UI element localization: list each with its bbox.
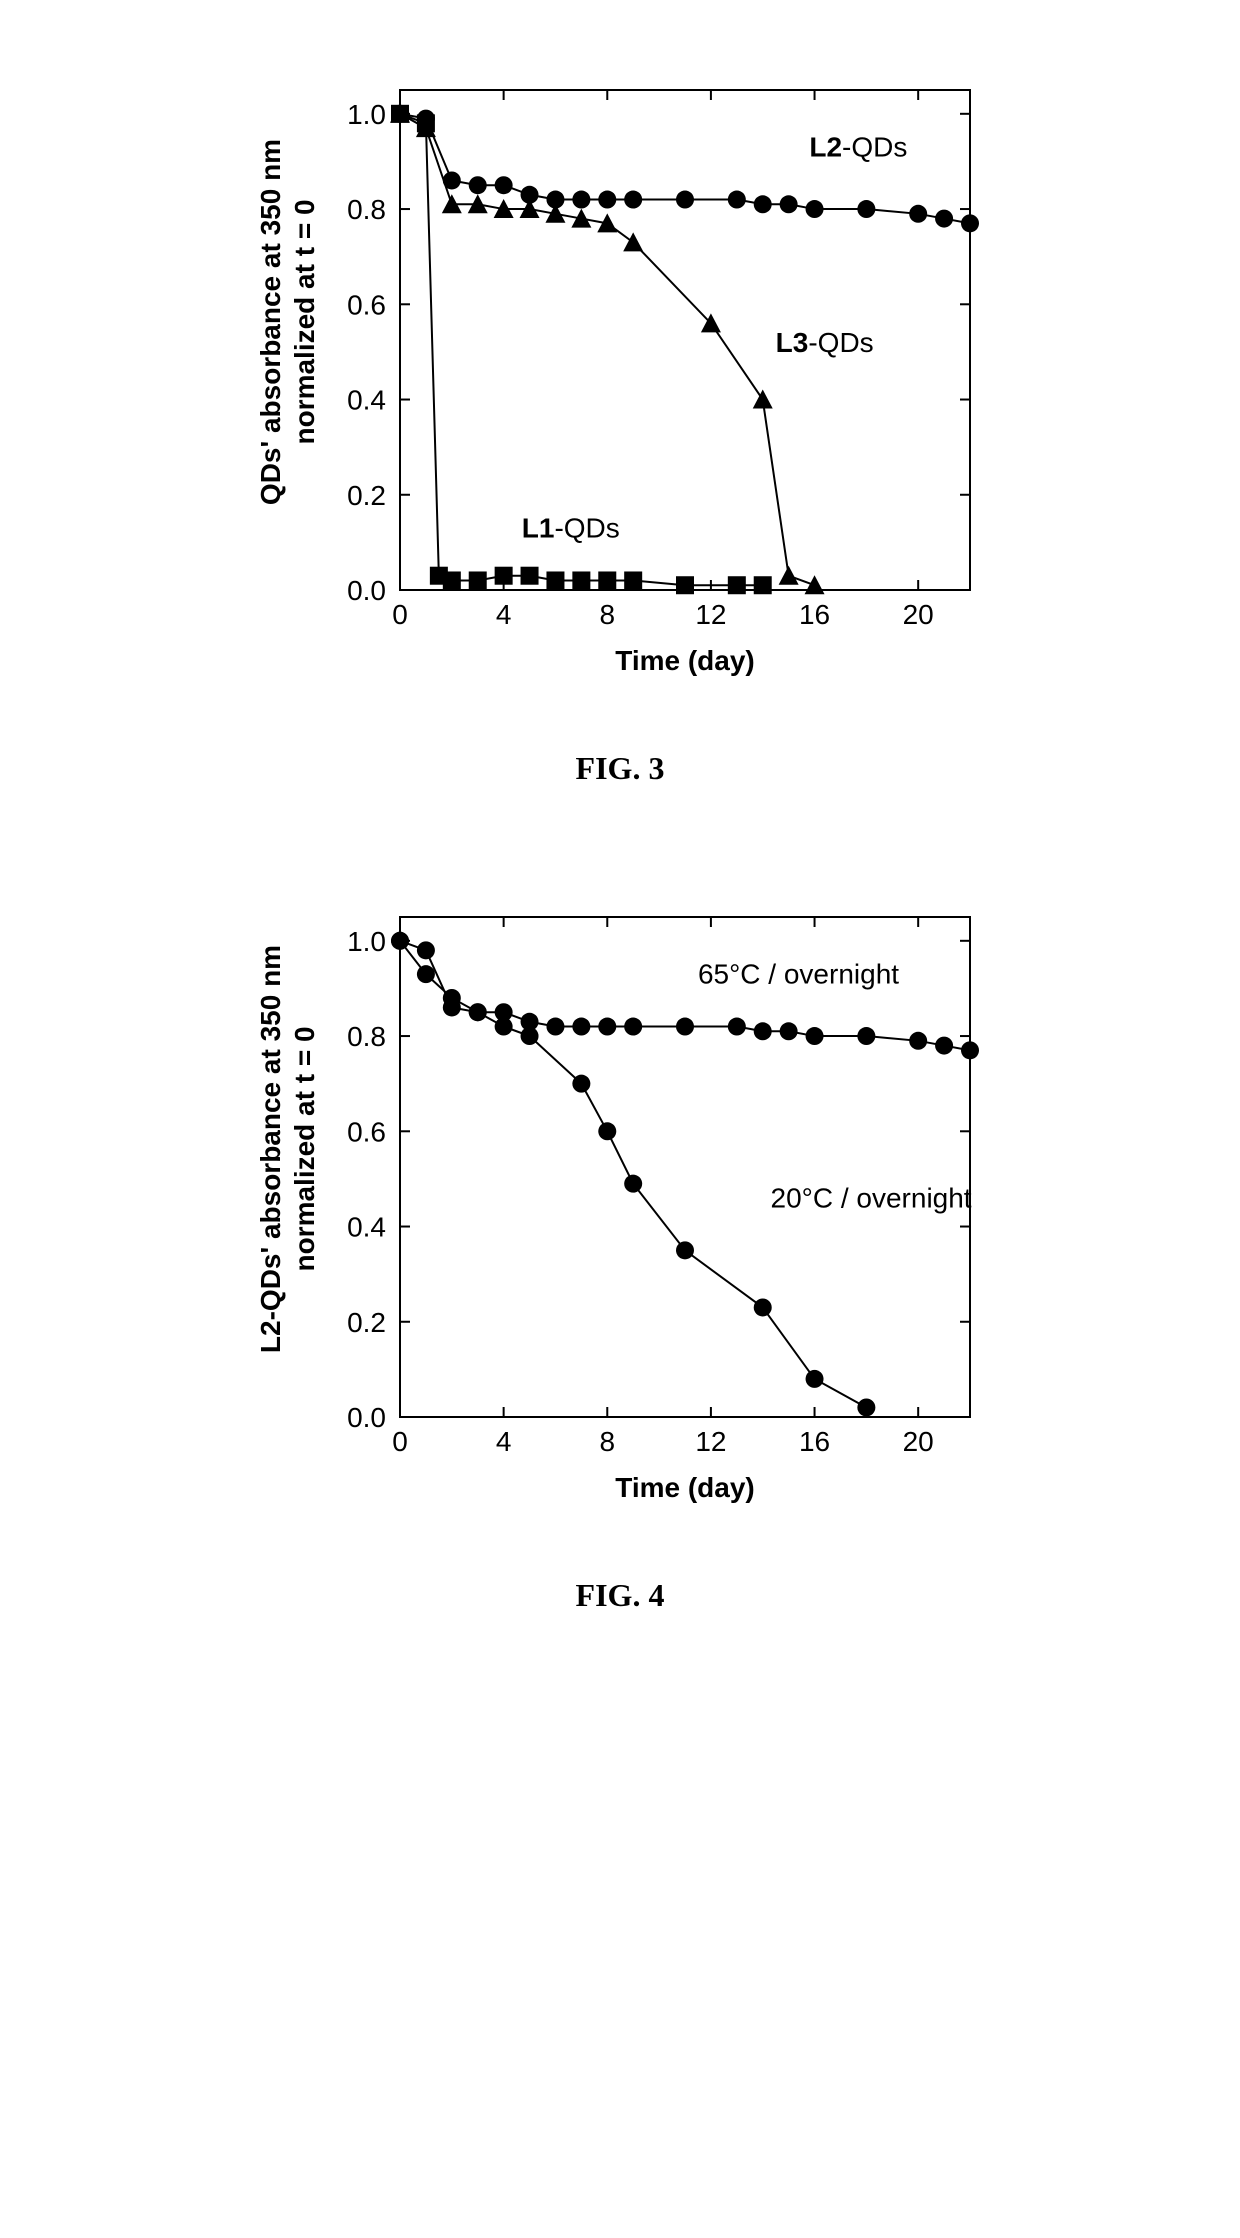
svg-text:normalized at t = 0: normalized at t = 0 [289, 199, 320, 444]
svg-text:12: 12 [695, 599, 726, 630]
svg-text:20: 20 [903, 1426, 934, 1457]
figure-3-block: 0 4 8 12 16 20 0.0 0.2 0.4 0.6 0.8 1.0 Time (day) QDs… [0, 0, 1240, 827]
svg-text:1.0: 1.0 [347, 926, 386, 957]
svg-text:8: 8 [599, 599, 615, 630]
svg-text:8: 8 [599, 1426, 615, 1457]
svg-text:1.0: 1.0 [347, 99, 386, 130]
svg-text:0.8: 0.8 [347, 194, 386, 225]
svg-text:L2-QDs' absorbance at 350 nm: L2-QDs' absorbance at 350 nm [255, 945, 286, 1353]
svg-text:L1-QDs: L1-QDs [522, 513, 620, 544]
svg-text:16: 16 [799, 1426, 830, 1457]
svg-text:normalized at t = 0: normalized at t = 0 [289, 1026, 320, 1271]
svg-text:20: 20 [903, 599, 934, 630]
svg-text:12: 12 [695, 1426, 726, 1457]
svg-text:Time (day): Time (day) [615, 645, 755, 676]
svg-text:0: 0 [392, 1426, 408, 1457]
svg-text:0.2: 0.2 [347, 480, 386, 511]
figure-4-block: 0 4 8 12 16 20 0.0 0.2 0.4 0.6 0.8 1.0 Time (day) L2-… [0, 827, 1240, 1654]
svg-text:16: 16 [799, 599, 830, 630]
svg-text:4: 4 [496, 599, 512, 630]
svg-text:0.2: 0.2 [347, 1307, 386, 1338]
svg-text:0.4: 0.4 [347, 385, 386, 416]
svg-text:0.8: 0.8 [347, 1021, 386, 1052]
svg-text:L3-QDs: L3-QDs [776, 327, 874, 358]
caption-fig3: FIG. 3 [576, 750, 665, 787]
svg-text:4: 4 [496, 1426, 512, 1457]
chart-fig4: 0 4 8 12 16 20 0.0 0.2 0.4 0.6 0.8 1.0 Time (day) L2-… [240, 887, 1000, 1527]
svg-text:0.0: 0.0 [347, 575, 386, 606]
svg-text:0.6: 0.6 [347, 1116, 386, 1147]
svg-text:0.6: 0.6 [347, 289, 386, 320]
svg-text:0: 0 [392, 599, 408, 630]
svg-text:65°C / overnight: 65°C / overnight [698, 959, 899, 990]
page: 0 4 8 12 16 20 0.0 0.2 0.4 0.6 0.8 1.0 Time (day) QDs… [0, 0, 1240, 1654]
svg-text:L2-QDs: L2-QDs [809, 132, 907, 163]
caption-fig4: FIG. 4 [576, 1577, 665, 1614]
svg-text:0.0: 0.0 [347, 1402, 386, 1433]
svg-text:0.4: 0.4 [347, 1212, 386, 1243]
svg-text:20°C / overnight: 20°C / overnight [771, 1182, 972, 1213]
svg-text:QDs' absorbance at 350 nm: QDs' absorbance at 350 nm [255, 139, 286, 505]
svg-text:Time (day): Time (day) [615, 1472, 755, 1503]
chart-fig3: 0 4 8 12 16 20 0.0 0.2 0.4 0.6 0.8 1.0 Time (day) QDs… [240, 60, 1000, 700]
